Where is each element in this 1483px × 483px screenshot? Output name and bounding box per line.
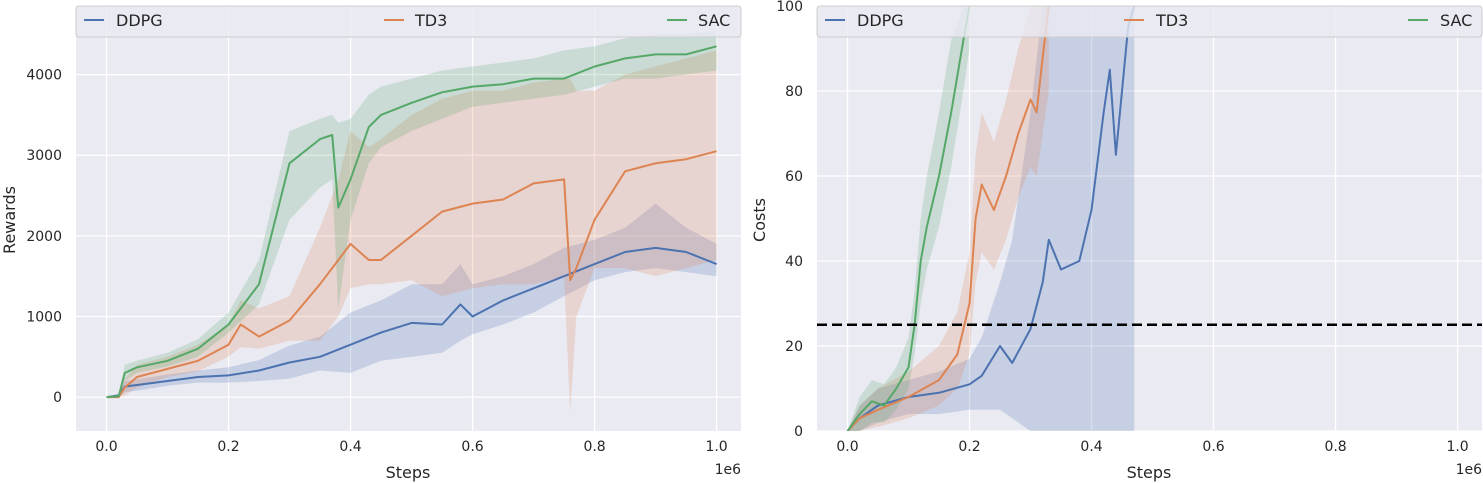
rewards-legend-box bbox=[75, 5, 742, 38]
costs-y-ticks: 0 20 40 60 80 100 bbox=[776, 0, 803, 440]
costs-y-tick-label: 80 bbox=[785, 84, 803, 100]
costs-legend-box bbox=[816, 5, 1483, 38]
rewards-y-tick-label: 3000 bbox=[26, 148, 62, 164]
rewards-x-scale: 1e6 bbox=[715, 462, 742, 478]
costs-legend-td3-label: TD3 bbox=[1155, 11, 1188, 30]
rewards-y-label: Rewards bbox=[0, 186, 19, 254]
costs-legend-ddpg-label: DDPG bbox=[857, 11, 904, 30]
rewards-legend-ddpg-label: DDPG bbox=[116, 11, 163, 30]
costs-y-tick-label: 40 bbox=[785, 254, 803, 270]
rewards-y-tick-label: 1000 bbox=[26, 309, 62, 325]
costs-x-tick-label: 1.0 bbox=[1446, 439, 1468, 455]
rewards-td3-line bbox=[106, 150, 717, 399]
rewards-y-tick-label: 4000 bbox=[26, 68, 62, 84]
rewards-x-label: Steps bbox=[386, 463, 431, 482]
rewards-lines bbox=[106, 45, 717, 399]
costs-y-label: Costs bbox=[750, 198, 769, 242]
costs-ddpg-line bbox=[846, 6, 1136, 431]
costs-x-tick-label: 0.2 bbox=[958, 439, 980, 455]
costs-legend: DDPG TD3 SAC bbox=[816, 5, 1483, 38]
rewards-legend: DDPG TD3 SAC bbox=[75, 5, 742, 38]
rewards-chart: 0.0 0.2 0.4 0.6 0.8 1.0 0 1000 2000 3000 4000 Ste… bbox=[0, 5, 742, 482]
costs-x-tick-label: 0.0 bbox=[836, 439, 858, 455]
costs-td3-band bbox=[847, 6, 1049, 431]
rewards-y-ticks: 0 1000 2000 3000 4000 bbox=[26, 68, 62, 407]
costs-y-tick-label: 20 bbox=[785, 339, 803, 355]
costs-td3-line bbox=[846, 6, 1050, 431]
costs-chart: 0.0 0.2 0.4 0.6 0.8 1.0 0 20 40 60 80 100 Steps Co… bbox=[750, 0, 1483, 482]
rewards-td3-band bbox=[106, 50, 717, 414]
costs-x-tick-label: 0.4 bbox=[1080, 439, 1102, 455]
rewards-y-tick-label: 0 bbox=[53, 390, 62, 406]
costs-x-tick-label: 0.6 bbox=[1202, 439, 1224, 455]
costs-x-label: Steps bbox=[1127, 463, 1172, 482]
rewards-legend-sac-label: SAC bbox=[698, 11, 730, 30]
costs-y-tick-label: 0 bbox=[794, 424, 803, 440]
rewards-ddpg-band bbox=[106, 203, 717, 398]
rewards-sac-line bbox=[106, 45, 717, 399]
costs-y-tick-label: 60 bbox=[785, 169, 803, 185]
rewards-x-tick-label: 1.0 bbox=[705, 439, 727, 455]
rewards-x-tick-label: 0.4 bbox=[339, 439, 361, 455]
rewards-ddpg-line bbox=[106, 246, 717, 399]
costs-x-ticks: 0.0 0.2 0.4 0.6 0.8 1.0 bbox=[836, 439, 1468, 455]
rewards-x-tick-label: 0.6 bbox=[461, 439, 483, 455]
costs-sac-band bbox=[847, 6, 970, 431]
costs-x-tick-label: 0.8 bbox=[1324, 439, 1346, 455]
costs-x-scale: 1e6 bbox=[1456, 462, 1483, 478]
costs-legend-sac-label: SAC bbox=[1440, 11, 1472, 30]
rewards-legend-td3-label: TD3 bbox=[414, 11, 447, 30]
rewards-x-tick-label: 0.2 bbox=[217, 439, 239, 455]
costs-grid bbox=[817, 5, 1482, 432]
rewards-x-tick-label: 0.8 bbox=[583, 439, 605, 455]
rewards-y-tick-label: 2000 bbox=[26, 229, 62, 245]
rewards-plot-area bbox=[76, 6, 741, 431]
rewards-x-ticks: 0.0 0.2 0.4 0.6 0.8 1.0 bbox=[95, 439, 727, 455]
rewards-grid bbox=[76, 6, 741, 431]
rewards-x-tick-label: 0.0 bbox=[95, 439, 117, 455]
costs-y-tick-label: 100 bbox=[776, 0, 803, 15]
